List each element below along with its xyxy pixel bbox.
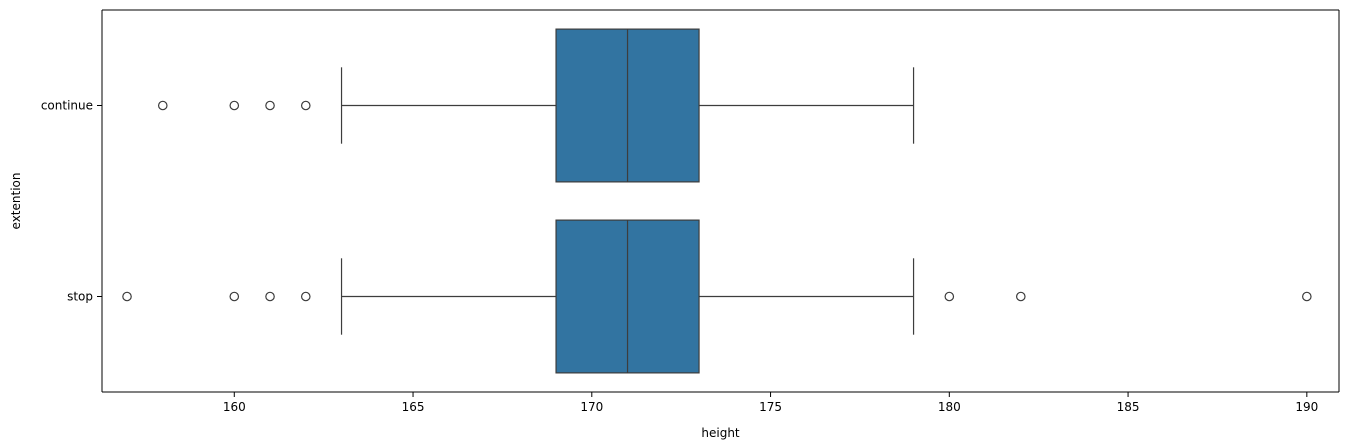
outlier-point <box>157 100 168 111</box>
outlier-point <box>1302 291 1312 302</box>
outlier-point <box>229 291 240 302</box>
x-tick-label: 160 <box>223 400 246 414</box>
x-axis-label: height <box>701 426 740 440</box>
y-tick-label: stop <box>67 290 93 304</box>
x-tick-label: 175 <box>759 400 782 414</box>
outlier-point <box>944 291 955 302</box>
x-tick-label: 190 <box>1295 400 1318 414</box>
outlier-point <box>229 100 240 111</box>
y-tick-label: continue <box>41 99 93 113</box>
x-tick-label: 170 <box>580 400 603 414</box>
x-tick-label: 165 <box>402 400 425 414</box>
axes: 160 165 170 175 180 185 190 continue stop <box>41 9 1340 414</box>
x-tick-label: 180 <box>938 400 961 414</box>
outlier-point <box>265 100 275 111</box>
plot-area <box>122 28 1312 374</box>
outlier-point <box>265 291 275 302</box>
outlier-point <box>300 100 311 111</box>
outlier-point <box>300 291 311 302</box>
outlier-point <box>1016 291 1026 302</box>
y-axis-label: extention <box>9 173 23 230</box>
x-tick-label: 185 <box>1117 400 1140 414</box>
outlier-point <box>122 291 132 302</box>
box-group-stop <box>122 219 1312 374</box>
box-group-continue <box>157 28 915 183</box>
